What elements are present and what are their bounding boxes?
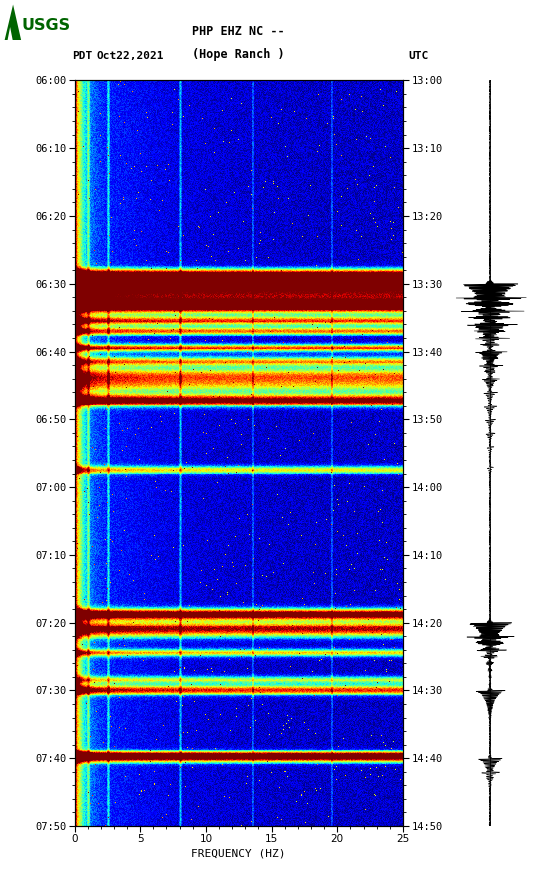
X-axis label: FREQUENCY (HZ): FREQUENCY (HZ) (192, 848, 286, 858)
Text: (Hope Ranch ): (Hope Ranch ) (193, 47, 285, 61)
Text: Oct22,2021: Oct22,2021 (97, 51, 164, 61)
Text: USGS: USGS (22, 19, 71, 33)
Text: PDT: PDT (72, 51, 92, 61)
Text: UTC: UTC (408, 51, 429, 61)
Polygon shape (4, 4, 21, 40)
Text: PHP EHZ NC --: PHP EHZ NC -- (193, 24, 285, 38)
Polygon shape (8, 27, 13, 40)
